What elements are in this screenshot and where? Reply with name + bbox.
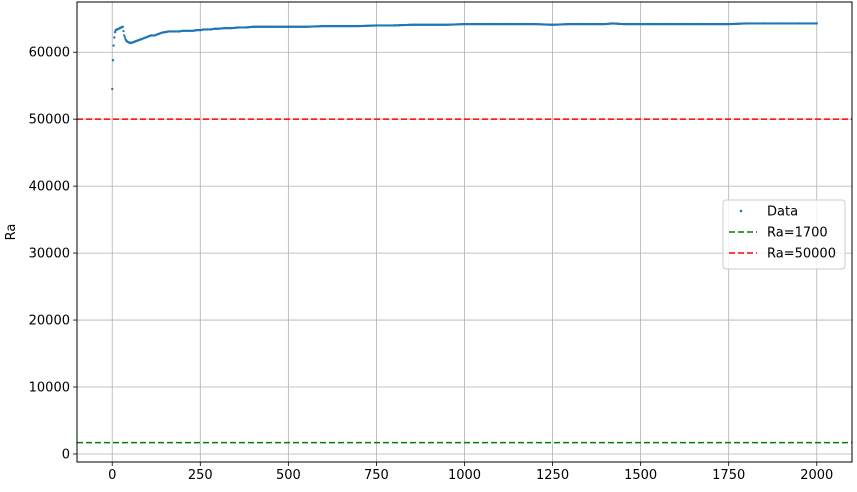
data-point (125, 39, 128, 42)
data-point (123, 34, 126, 37)
data-point (120, 26, 124, 29)
x-tick-label: 1250 (536, 468, 569, 483)
x-tick-label: 1500 (624, 468, 657, 483)
y-tick-label: 30000 (29, 247, 70, 262)
x-tick-label: 500 (276, 468, 301, 483)
data-series (111, 22, 818, 91)
y-axis-label: Ra (4, 224, 19, 241)
legend-label: Ra=1700 (767, 226, 828, 241)
data-point (113, 30, 117, 34)
data-point (123, 36, 127, 39)
data-point (814, 22, 818, 25)
x-tick-label: 0 (108, 468, 116, 483)
x-tick-label: 250 (188, 468, 213, 483)
data-point (111, 87, 114, 91)
data-point (111, 59, 115, 62)
x-tick-label: 1000 (448, 468, 481, 483)
legend-box (722, 199, 846, 270)
x-tick-label: 1750 (712, 468, 745, 483)
y-tick-label: 0 (62, 447, 70, 462)
y-tick-label: 50000 (29, 113, 70, 128)
legend-label: Ra=50000 (767, 247, 836, 262)
x-tick-label: 2000 (800, 468, 833, 483)
data-point (113, 36, 116, 39)
legend: Data Ra=1700 Ra=50000 (722, 199, 846, 270)
y-tick-label: 60000 (29, 46, 70, 61)
y-tick-label: 10000 (29, 381, 70, 396)
y-tick-label: 40000 (29, 180, 70, 195)
reference-lines (77, 118, 852, 444)
data-point (112, 44, 115, 47)
y-axis-ticks: 0 10000 20000 30000 40000 50000 60000 (29, 46, 77, 462)
data-point (122, 30, 125, 33)
legend-marker (739, 209, 743, 213)
x-axis-ticks: 0 250 500 750 1000 1250 1500 1750 2000 (108, 462, 833, 483)
x-tick-label: 750 (364, 468, 389, 483)
y-tick-label: 20000 (29, 314, 70, 329)
legend-label: Data (767, 205, 798, 220)
